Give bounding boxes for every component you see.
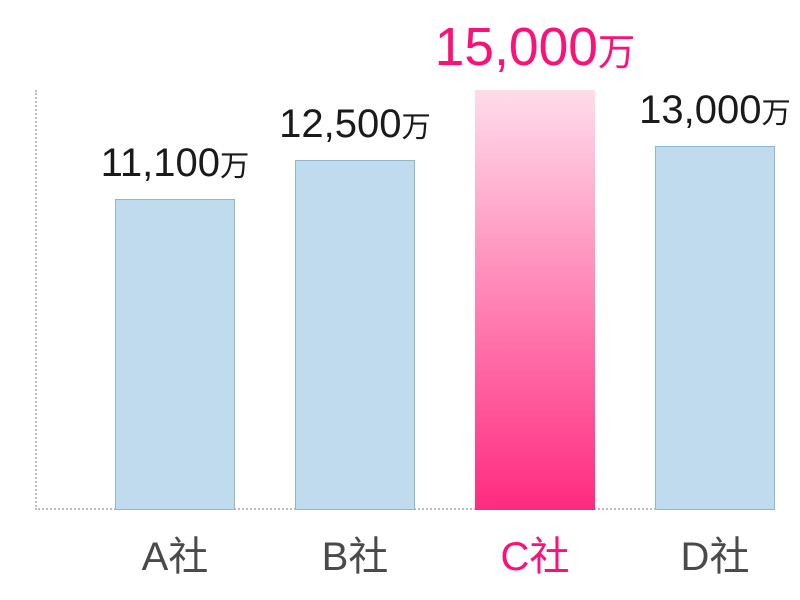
- value-unit: 万: [762, 97, 791, 130]
- value-label-D社: 13,000万: [639, 90, 791, 130]
- value-unit: 万: [402, 111, 431, 144]
- value-number: 13,000: [639, 88, 761, 132]
- category-label-B社: B社: [322, 524, 389, 582]
- value-label-A社: 11,100万: [101, 143, 250, 183]
- bar-B社: [295, 160, 415, 510]
- value-label-C社: 15,000万: [435, 21, 635, 74]
- value-number: 12,500: [279, 102, 401, 146]
- category-label-C社: C社: [501, 524, 570, 582]
- category-label-D社: D社: [681, 524, 750, 582]
- company-bar-chart: 11,100万A社12,500万B社15,000万C社13,000万D社: [0, 0, 800, 600]
- bar-D社: [655, 146, 775, 510]
- value-number: 15,000: [435, 18, 598, 77]
- value-unit: 万: [220, 150, 249, 183]
- bar-A社: [115, 199, 235, 510]
- y-axis: [35, 90, 37, 510]
- value-unit: 万: [598, 31, 635, 73]
- value-label-B社: 12,500万: [279, 104, 431, 144]
- value-number: 11,100: [101, 141, 220, 185]
- bar-C社: [475, 90, 595, 510]
- category-label-A社: A社: [142, 524, 209, 582]
